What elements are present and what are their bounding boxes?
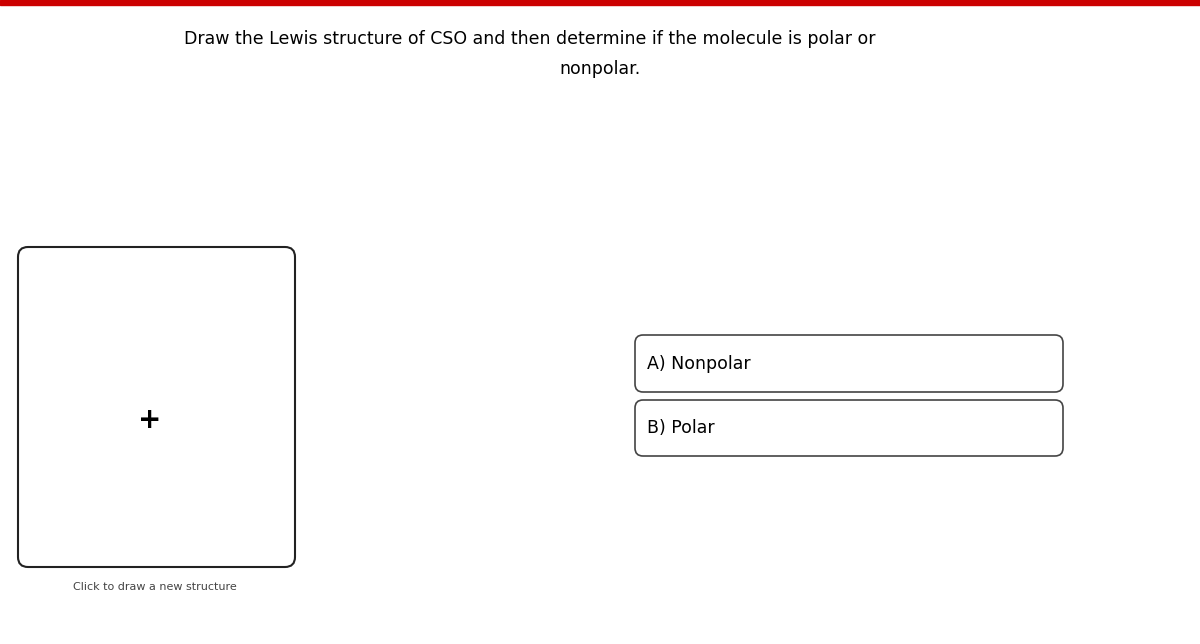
FancyBboxPatch shape [635, 335, 1063, 392]
FancyBboxPatch shape [635, 400, 1063, 456]
Text: Click to draw a new structure: Click to draw a new structure [73, 582, 236, 592]
Text: B) Polar: B) Polar [647, 419, 715, 437]
Text: +: + [138, 406, 162, 434]
Text: Draw the Lewis structure of CSO and then determine if the molecule is polar or: Draw the Lewis structure of CSO and then… [185, 30, 876, 48]
Text: nonpolar.: nonpolar. [559, 60, 641, 78]
FancyBboxPatch shape [18, 247, 295, 567]
Bar [0, 0, 1200, 5]
Text: A) Nonpolar: A) Nonpolar [647, 354, 751, 372]
